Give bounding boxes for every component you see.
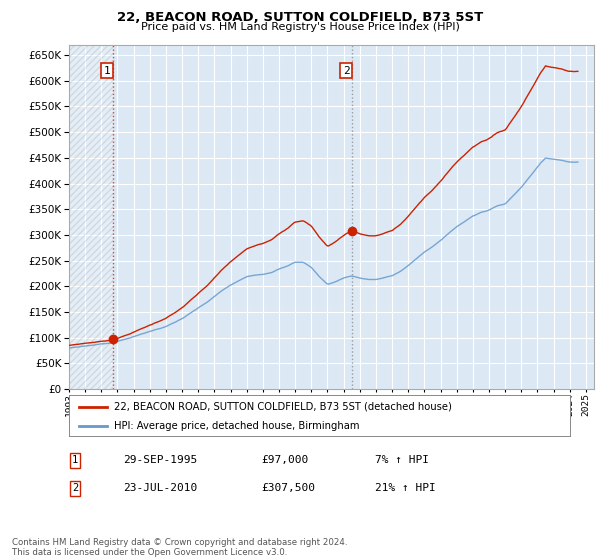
Text: 29-SEP-1995: 29-SEP-1995 <box>123 455 197 465</box>
Text: 7% ↑ HPI: 7% ↑ HPI <box>375 455 429 465</box>
Text: £97,000: £97,000 <box>261 455 308 465</box>
Text: 1: 1 <box>104 66 110 76</box>
Text: HPI: Average price, detached house, Birmingham: HPI: Average price, detached house, Birm… <box>114 421 359 431</box>
Text: 1: 1 <box>72 455 78 465</box>
Text: Price paid vs. HM Land Registry's House Price Index (HPI): Price paid vs. HM Land Registry's House … <box>140 22 460 32</box>
Text: Contains HM Land Registry data © Crown copyright and database right 2024.
This d: Contains HM Land Registry data © Crown c… <box>12 538 347 557</box>
Bar <box>69 45 113 389</box>
Text: £307,500: £307,500 <box>261 483 315 493</box>
Text: 22, BEACON ROAD, SUTTON COLDFIELD, B73 5ST (detached house): 22, BEACON ROAD, SUTTON COLDFIELD, B73 5… <box>114 402 452 412</box>
Text: 2: 2 <box>343 66 349 76</box>
Text: 2: 2 <box>72 483 78 493</box>
Text: 21% ↑ HPI: 21% ↑ HPI <box>375 483 436 493</box>
Text: 22, BEACON ROAD, SUTTON COLDFIELD, B73 5ST: 22, BEACON ROAD, SUTTON COLDFIELD, B73 5… <box>117 11 483 24</box>
Text: 23-JUL-2010: 23-JUL-2010 <box>123 483 197 493</box>
